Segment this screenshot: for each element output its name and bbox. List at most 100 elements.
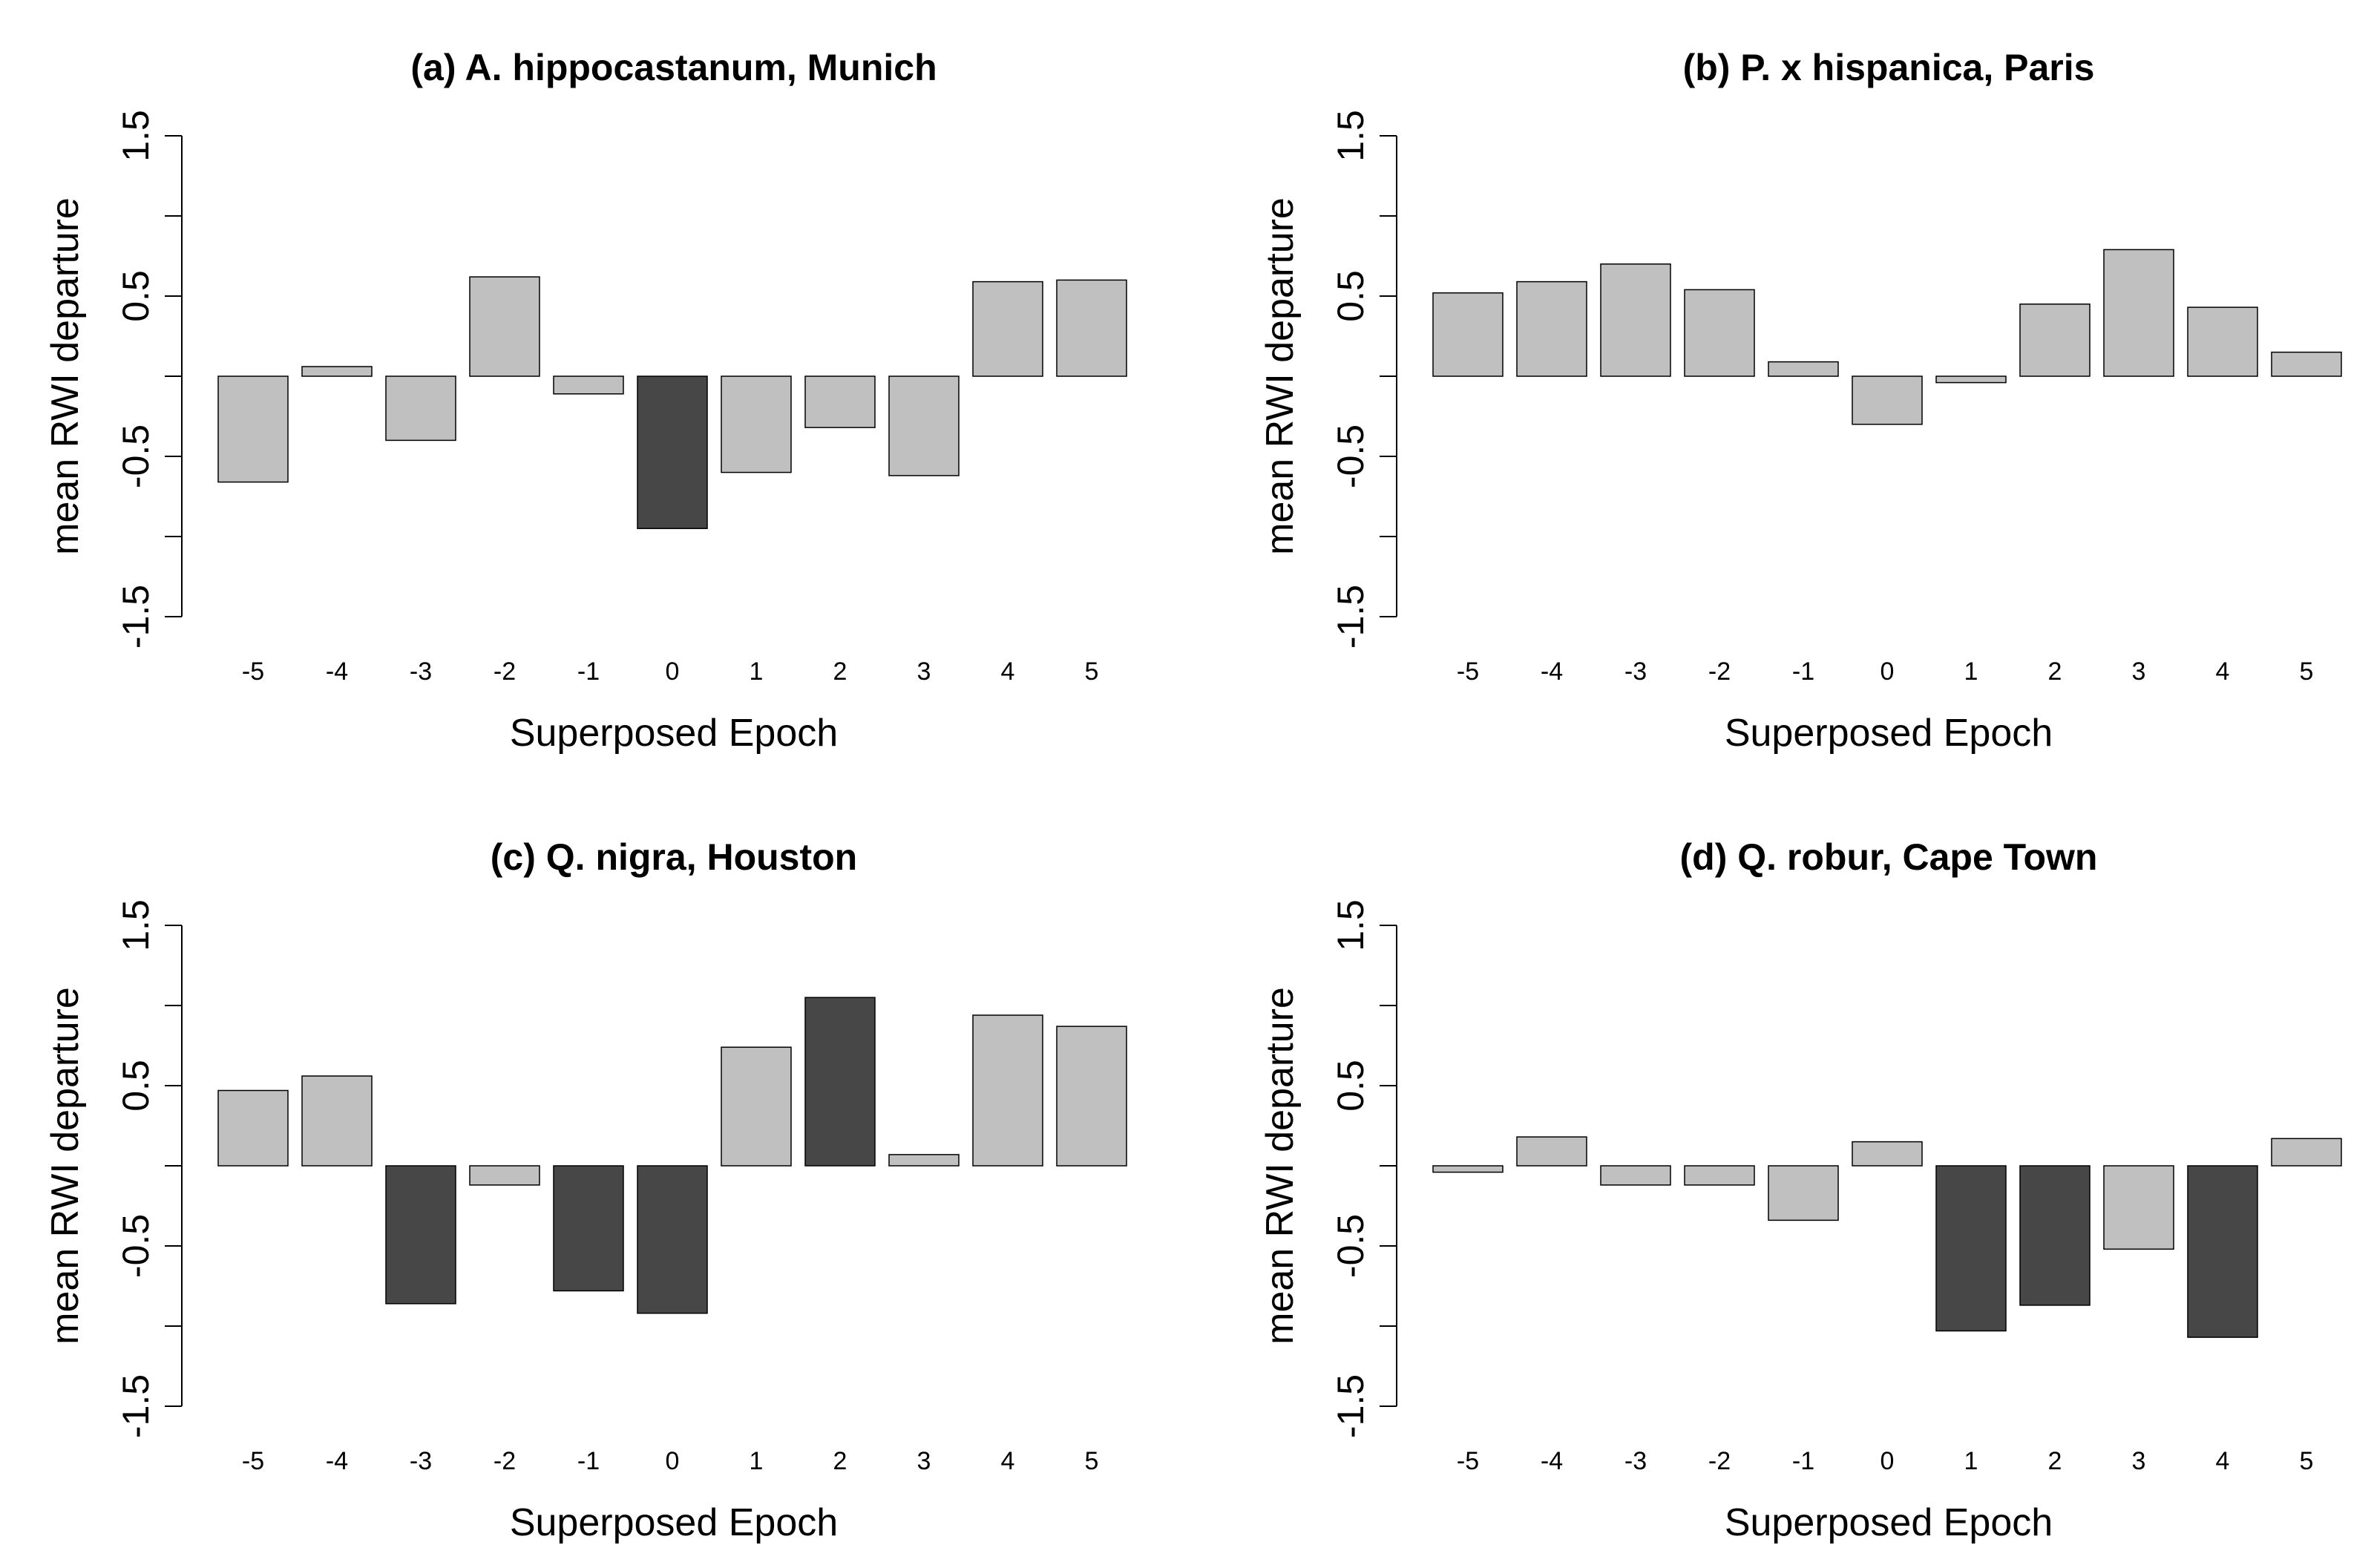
panel-d-bar-1 bbox=[1935, 1165, 2007, 1332]
panel-c-bar--2 bbox=[469, 1165, 540, 1186]
panel-d-ytick-label: -1.5 bbox=[1330, 1374, 1371, 1438]
panel-a-bars bbox=[217, 276, 1127, 529]
panel-d-bars bbox=[1432, 1136, 2342, 1338]
panel-b-bar-5 bbox=[2271, 351, 2342, 377]
panel-a-xtick-label: 1 bbox=[750, 657, 764, 686]
panel-a-bar--2 bbox=[469, 276, 540, 377]
panel-a-xtick-label: 3 bbox=[917, 657, 931, 686]
panel-d-xtick-label: -5 bbox=[1457, 1447, 1479, 1475]
panel-a-xtick-label: 5 bbox=[1085, 657, 1099, 686]
panel-c-xtick-label: 4 bbox=[1001, 1447, 1015, 1475]
panel-d-yticks: -1.5 -0.5 0.5 1.5 bbox=[1330, 899, 1397, 1438]
panel-a-xtick-label: 0 bbox=[666, 657, 680, 686]
panel-c-bar-4 bbox=[972, 1014, 1043, 1167]
panel-c-ylabel: mean RWI departure bbox=[44, 987, 87, 1345]
panel-a-bar-0 bbox=[637, 375, 708, 529]
panel-d-bar-5 bbox=[2271, 1138, 2342, 1167]
panel-d-bar-2 bbox=[2019, 1165, 2091, 1306]
panel-c-bar--4 bbox=[301, 1075, 373, 1167]
panel-a-bar-4 bbox=[972, 281, 1043, 377]
panel-a-ytick-label: -0.5 bbox=[115, 424, 157, 488]
panel-a-bar-2 bbox=[804, 375, 876, 428]
panel-d-bar--5 bbox=[1432, 1165, 1504, 1173]
panel-c-xtick-label: 0 bbox=[666, 1447, 680, 1475]
panel-a-bar--1 bbox=[553, 375, 624, 395]
panel-a-bar--3 bbox=[385, 375, 456, 442]
panel-d-bar-4 bbox=[2187, 1165, 2258, 1338]
panel-a-ylabel: mean RWI departure bbox=[44, 197, 87, 555]
panel-c-bar-5 bbox=[1056, 1026, 1127, 1167]
panel-b-xtick-label: 3 bbox=[2132, 657, 2146, 686]
panel-c-xtick-label: -1 bbox=[577, 1447, 600, 1475]
panel-a-ytick-label: 0.5 bbox=[115, 270, 157, 322]
panel-b-bar--5 bbox=[1432, 292, 1504, 377]
panel-b-xtick-label: 2 bbox=[2048, 657, 2062, 686]
panel-d-ylabel: mean RWI departure bbox=[1259, 987, 1302, 1345]
panel-b-xtick-label: -1 bbox=[1792, 657, 1814, 686]
panel-d-xtick-label: -2 bbox=[1708, 1447, 1731, 1475]
panel-d-xlabel: Superposed Epoch bbox=[1725, 1501, 2053, 1544]
panel-a-xtick-label: -3 bbox=[410, 657, 432, 686]
panel-a-ytick-label: 1.5 bbox=[115, 110, 157, 162]
panel-b: (b) P. x hispanica, Paris mean RWI depar… bbox=[1259, 47, 2342, 755]
panel-d-title: (d) Q. robur, Cape Town bbox=[1680, 836, 2098, 878]
panel-a-xtick-label: -1 bbox=[577, 657, 600, 686]
panel-c-bar--5 bbox=[217, 1089, 289, 1167]
panel-a-xticks: -5 -4 -3 -2 -1 0 1 2 3 4 5 bbox=[242, 657, 1099, 686]
panel-c-xlabel: Superposed Epoch bbox=[510, 1501, 838, 1544]
panel-a-bar-5 bbox=[1056, 279, 1127, 377]
panel-a-bar--4 bbox=[301, 366, 373, 377]
panel-d-ytick-label: -0.5 bbox=[1330, 1214, 1371, 1278]
panel-c-xtick-label: -4 bbox=[326, 1447, 348, 1475]
panel-d: (d) Q. robur, Cape Town mean RWI departu… bbox=[1259, 836, 2342, 1544]
panel-b-ytick-label: -1.5 bbox=[1330, 585, 1371, 649]
panel-c-yticks: -1.5 -0.5 0.5 1.5 bbox=[115, 899, 182, 1438]
panel-c-title: (c) Q. nigra, Houston bbox=[491, 836, 857, 878]
panel-c-bar-0 bbox=[637, 1165, 708, 1314]
panel-b-xtick-label: -4 bbox=[1541, 657, 1563, 686]
panel-b-bar-4 bbox=[2187, 306, 2258, 377]
panel-c: (c) Q. nigra, Houston mean RWI departure… bbox=[44, 836, 1127, 1544]
panel-b-xtick-label: 5 bbox=[2300, 657, 2314, 686]
panel-b-xtick-label: -2 bbox=[1708, 657, 1731, 686]
panel-d-bar--1 bbox=[1768, 1165, 1839, 1221]
panel-d-bar-0 bbox=[1852, 1141, 1923, 1167]
panel-a-xtick-label: -5 bbox=[242, 657, 264, 686]
panel-a-xtick-label: 2 bbox=[833, 657, 847, 686]
panel-d-bar--4 bbox=[1516, 1136, 1587, 1167]
panel-c-xtick-label: -5 bbox=[242, 1447, 264, 1475]
panel-a-bar-1 bbox=[721, 375, 792, 473]
panel-d-xtick-label: -1 bbox=[1792, 1447, 1814, 1475]
panel-d-xtick-label: 1 bbox=[1964, 1447, 1978, 1475]
panel-b-ylabel: mean RWI departure bbox=[1259, 197, 1302, 555]
panel-b-ytick-label: 1.5 bbox=[1330, 110, 1371, 162]
panel-b-xtick-label: 4 bbox=[2216, 657, 2230, 686]
panel-d-bar-3 bbox=[2103, 1165, 2174, 1250]
panel-c-xtick-label: 3 bbox=[917, 1447, 931, 1475]
panel-c-ytick-label: -0.5 bbox=[115, 1214, 157, 1278]
panel-d-bar--2 bbox=[1684, 1165, 1755, 1186]
panel-c-ytick-label: -1.5 bbox=[115, 1374, 157, 1438]
panel-d-xtick-label: 0 bbox=[1880, 1447, 1895, 1475]
panel-c-bar--1 bbox=[553, 1165, 624, 1292]
panel-a: (a) A. hippocastanum, Munich mean RWI de… bbox=[44, 47, 1127, 755]
panel-c-bar-1 bbox=[721, 1046, 792, 1167]
panel-d-xtick-label: 3 bbox=[2132, 1447, 2146, 1475]
panel-b-bar-2 bbox=[2019, 304, 2091, 377]
panel-b-xlabel: Superposed Epoch bbox=[1725, 712, 2053, 755]
panel-d-xticks: -5 -4 -3 -2 -1 0 1 2 3 4 5 bbox=[1457, 1447, 2314, 1475]
panel-c-xtick-label: 2 bbox=[833, 1447, 847, 1475]
panel-b-ytick-label: -0.5 bbox=[1330, 424, 1371, 488]
panel-c-bars bbox=[217, 997, 1127, 1314]
panel-a-yticks: -1.5 -0.5 0.5 1.5 bbox=[115, 110, 182, 649]
panel-b-bar--1 bbox=[1768, 361, 1839, 377]
panel-d-xtick-label: -3 bbox=[1624, 1447, 1647, 1475]
panel-c-xtick-label: -3 bbox=[410, 1447, 432, 1475]
panel-b-bar--2 bbox=[1684, 289, 1755, 377]
panel-c-xtick-label: 5 bbox=[1085, 1447, 1099, 1475]
panel-d-xtick-label: 4 bbox=[2216, 1447, 2230, 1475]
panel-b-bar-3 bbox=[2103, 249, 2174, 377]
panel-a-xtick-label: -4 bbox=[326, 657, 348, 686]
panel-b-bars bbox=[1432, 249, 2342, 425]
